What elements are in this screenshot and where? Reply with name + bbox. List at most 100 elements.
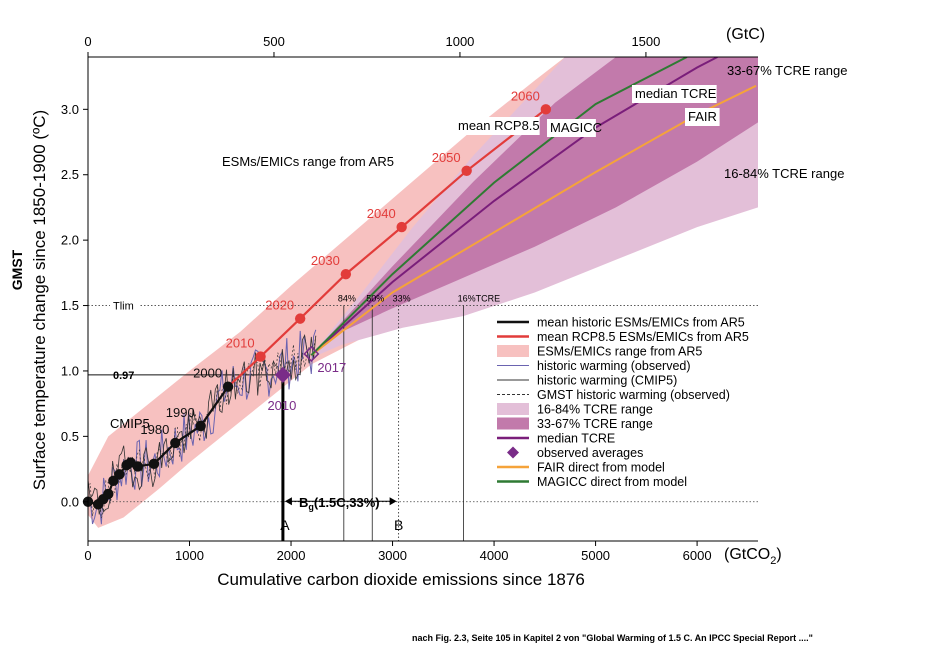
percentile-label: 50%: [366, 294, 384, 304]
budget-label: Bg(1.5C,33%): [299, 495, 380, 512]
data-point-historic-esm: [103, 488, 114, 500]
median-tcre-label-bg: [632, 85, 717, 103]
data-point-rcp85: [396, 221, 407, 233]
y-tick-label: 2.0: [61, 233, 79, 248]
point-a-label: A: [280, 517, 290, 533]
top-axis-tick-label: 1500: [631, 34, 660, 49]
data-point-historic-esm: [114, 469, 125, 480]
data-point-historic-esm: [132, 461, 143, 472]
gmst-observed-trace: [88, 335, 317, 519]
observed-average-label: 2017: [317, 360, 346, 375]
legend-swatch: [507, 446, 519, 459]
data-point-rcp85: [461, 165, 472, 177]
series-line-median-tcre: [310, 57, 718, 356]
figure-credit: nach Fig. 2.3, Seite 105 in Kapitel 2 vo…: [412, 633, 813, 643]
observed-average-diamond: [303, 345, 320, 363]
top-axis-tick-label: 0: [84, 34, 91, 49]
fair-label-bg: [685, 108, 720, 126]
top-axis-tick-label: 500: [263, 34, 285, 49]
legend-label: mean historic ESMs/EMICs from AR5: [537, 316, 745, 330]
point-label: 1990: [166, 405, 195, 420]
mean-rcp-label-bg: [455, 117, 540, 135]
percentile-label: 16%TCRE: [458, 294, 501, 304]
tcre-33-67-band: [311, 57, 758, 356]
x-axis-unit: (GtCO2): [724, 546, 782, 567]
y-tick-label: 0.5: [61, 429, 79, 444]
x-tick-label: 3000: [378, 548, 407, 563]
top-axis-unit: (GtC): [726, 26, 765, 43]
fair-label: FAIR: [688, 109, 717, 124]
percentile-label: 33%: [393, 294, 411, 304]
x-axis-title: Cumulative carbon dioxide emissions sinc…: [217, 570, 585, 589]
point-label: 2000: [193, 366, 222, 381]
legend-swatch: [497, 417, 529, 430]
mean-rcp-label: mean RCP8.5: [458, 118, 540, 133]
point-label: 2010: [226, 336, 255, 351]
y-axis-title: Surface temperature change since 1850-19…: [30, 110, 49, 490]
point-label: 2050: [432, 150, 461, 165]
budget-arrow-head-left: [284, 497, 292, 506]
tlim-label: Tlim: [113, 301, 134, 313]
legend-label: historic warming (CMIP5): [537, 374, 677, 388]
point-label: 2040: [367, 206, 396, 221]
point-label: 2020: [265, 298, 294, 313]
y-tick-label: 0.0: [61, 494, 79, 509]
tlim-label-bg: [110, 298, 141, 315]
x-tick-label: 6000: [683, 548, 712, 563]
data-point-historic-esm: [195, 420, 206, 432]
x-tick-label: 1000: [175, 548, 204, 563]
tcre-33-67-label: 33-67% TCRE range: [727, 63, 847, 78]
data-point-historic-esm: [222, 381, 234, 392]
esm-range-label-bg: [219, 153, 404, 171]
point-b-label: B: [394, 517, 403, 533]
y-tick-label: 2.5: [61, 167, 79, 182]
median-tcre-label: median TCRE: [635, 86, 717, 101]
series-markers: 1980 1990 2000 2010 2020 2030 2040 2050 2060 2010…: [82, 88, 552, 510]
data-point-historic-esm: [108, 475, 119, 487]
data-point-rcp85: [294, 313, 306, 324]
budget-arrow-head-right: [389, 497, 397, 506]
y-tick-label: 1.5: [61, 298, 79, 313]
point-label: 1980: [140, 422, 169, 437]
axes: 0 1000 2000 3000 4000 5000 6000 0 500 1000 1500 0.0…: [9, 26, 782, 589]
point-label: 2030: [311, 253, 340, 268]
y-axis-title-bold: GMST: [9, 249, 25, 290]
x-tick-label: 0: [84, 548, 91, 563]
percentile-label: 84%: [338, 294, 356, 304]
t097-label: 0.97: [113, 370, 134, 382]
point-label: 2060: [511, 88, 540, 103]
legend-background: [493, 313, 755, 491]
observed-average-diamond: [274, 366, 291, 383]
legend-label: observed averages: [537, 446, 643, 460]
legend-label: 16-84% TCRE range: [537, 403, 653, 417]
legend-label: mean RCP8.5 ESMs/EMICs from AR5: [537, 330, 749, 344]
legend-label: ESMs/EMICs range from AR5: [537, 345, 702, 359]
data-point-rcp85: [255, 351, 266, 362]
legend-label: median TCRE: [537, 432, 615, 446]
magicc-label: MAGICC: [550, 120, 602, 135]
cmip5-label: CMIP5: [110, 416, 150, 431]
series-line-magicc: [310, 57, 688, 356]
observed-average-label: 2010: [267, 398, 296, 413]
legend-label: GMST historic warming (observed): [537, 388, 730, 402]
legend-swatch: [497, 345, 529, 357]
y-tick-label: 1.0: [61, 363, 79, 378]
esm-range-label: ESMs/EMICs range from AR5: [222, 154, 394, 169]
y-tick-label: 3.0: [61, 102, 79, 117]
legend-label: 33-67% TCRE range: [537, 417, 653, 431]
legend-swatch: [497, 403, 529, 415]
legend-label: historic warming (observed): [537, 359, 691, 373]
data-point-rcp85: [540, 104, 552, 115]
x-tick-label: 4000: [480, 548, 509, 563]
data-point-historic-esm: [148, 458, 160, 470]
tcre-16-84-label: 16-84% TCRE range: [724, 166, 844, 181]
x-tick-label: 5000: [581, 548, 610, 563]
x-tick-label: 2000: [277, 548, 306, 563]
data-point-historic-esm: [170, 437, 181, 449]
magicc-label-bg: [547, 119, 596, 137]
data-point-rcp85: [340, 268, 352, 280]
legend-label: FAIR direct from model: [537, 461, 665, 475]
